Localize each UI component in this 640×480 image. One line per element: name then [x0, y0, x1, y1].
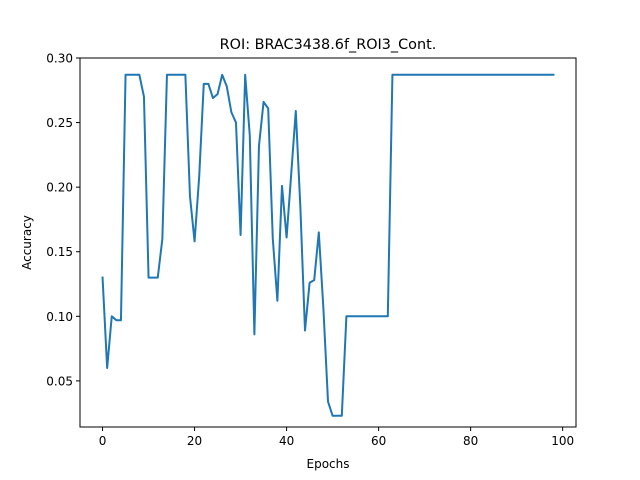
chart-title: ROI: BRAC3438.6f_ROI3_Cont. — [220, 37, 437, 53]
series-line-0 — [101, 73, 555, 417]
y-axis: 0.05 0.10 0.15 0.20 0.25 0.30 — [46, 52, 80, 388]
x-axis-label: Epochs — [307, 457, 350, 471]
x-tick-label: 0 — [99, 434, 107, 448]
x-tick-label: 80 — [463, 434, 478, 448]
y-axis-label: Accuracy — [20, 215, 34, 270]
y-tick-label: 0.05 — [46, 374, 73, 388]
y-tick-label: 0.20 — [46, 181, 73, 195]
x-axis: 0 20 40 60 80 100 — [99, 427, 574, 448]
x-tick-label: 20 — [187, 434, 202, 448]
y-tick-label: 0.15 — [46, 245, 73, 259]
y-tick-label: 0.30 — [46, 52, 73, 66]
axes-frame — [79, 57, 577, 428]
y-tick-label: 0.25 — [46, 116, 73, 130]
x-tick-label: 60 — [371, 434, 386, 448]
x-tick-label: 40 — [279, 434, 294, 448]
x-tick-label: 100 — [551, 434, 574, 448]
y-tick-label: 0.10 — [46, 310, 73, 324]
plot-area — [101, 73, 555, 417]
